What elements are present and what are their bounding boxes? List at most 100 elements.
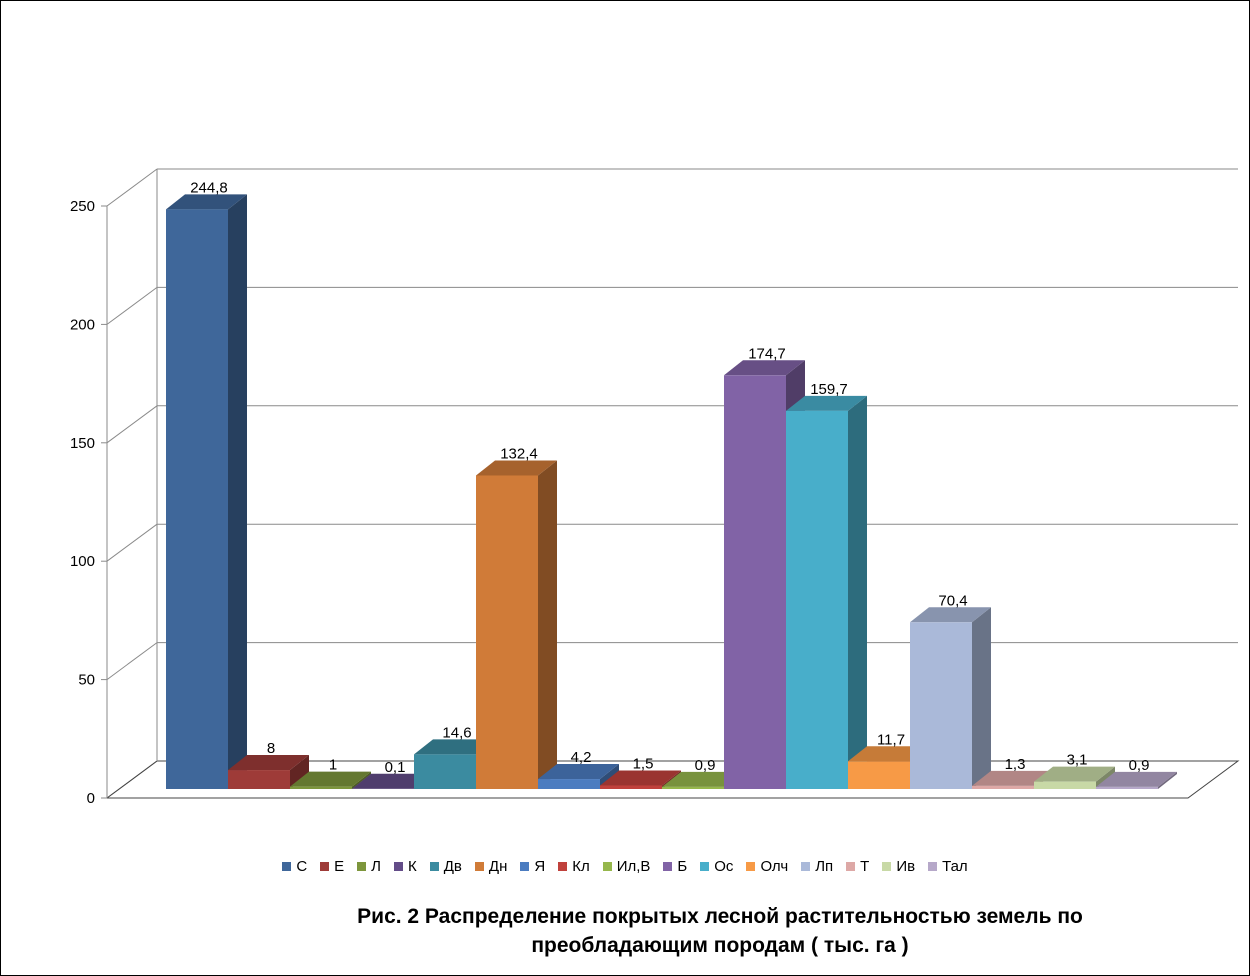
data-label-Олч: 11,7 <box>877 731 905 748</box>
legend-item-Дв: Дв <box>429 858 462 875</box>
legend-label: Б <box>677 858 688 875</box>
bar-top <box>662 771 743 787</box>
y-tick-label: 0 <box>87 790 95 807</box>
caption-line-1: Рис. 2 Распределение покрытых лесной рас… <box>357 905 1083 928</box>
legend-swatch <box>282 862 292 871</box>
legend-swatch <box>474 862 484 871</box>
bar-top <box>1034 766 1115 782</box>
legend-label: Т <box>860 858 870 875</box>
bar-Е <box>228 755 309 789</box>
legend-label: К <box>408 858 417 875</box>
legend-swatch <box>520 862 530 871</box>
bar-top <box>352 773 433 789</box>
y-tick-label: 100 <box>70 553 95 570</box>
legend-swatch <box>746 862 756 871</box>
bar-side <box>290 755 309 789</box>
legend-item-С: С <box>282 858 307 875</box>
data-label-Б: 174,7 <box>748 345 786 362</box>
legend-label: Ос <box>714 858 734 875</box>
data-label-Тал: 0,9 <box>1129 757 1150 774</box>
legend-item-Е: Е <box>320 858 344 875</box>
legend-label: Дв <box>443 858 462 875</box>
bar-front <box>476 475 538 789</box>
bar-top <box>600 770 681 786</box>
bar-Тал <box>1096 771 1177 789</box>
legend-item-Ив: Ив <box>882 858 915 875</box>
data-label-Дн: 132,4 <box>500 445 538 462</box>
side-wall-line <box>106 642 158 681</box>
legend-swatch <box>394 862 404 871</box>
legend-item-Ил,В: Ил,В <box>602 858 650 875</box>
data-label-Я: 4,2 <box>571 749 592 766</box>
bar-front <box>724 375 786 789</box>
bar-front <box>786 410 848 789</box>
legend-swatch <box>700 862 710 871</box>
bar-top <box>476 460 557 476</box>
bar-top <box>290 771 371 787</box>
caption-line-2: преобладающим породам ( тыс. га ) <box>531 934 909 957</box>
legend-swatch <box>801 862 811 871</box>
chart-caption: Рис. 2 Распределение покрытых лесной рас… <box>190 902 1250 960</box>
legend-swatch <box>429 862 439 871</box>
bars <box>166 194 1177 789</box>
data-label-Кл: 1,5 <box>633 755 654 772</box>
data-label-Л: 1 <box>329 757 337 774</box>
bar-front <box>600 785 662 789</box>
side-wall-line <box>106 168 158 207</box>
data-label-Е: 8 <box>267 740 275 757</box>
legend-label: Дн <box>488 858 508 875</box>
legend-swatch <box>357 862 367 871</box>
data-label-Дв: 14,6 <box>442 724 471 741</box>
legend-label: Е <box>334 858 345 875</box>
bar-top <box>1096 771 1177 787</box>
data-label-Лп: 70,4 <box>938 592 967 609</box>
gridlines <box>105 168 1240 799</box>
legend-item-К: К <box>394 858 417 875</box>
y-tick-label: 200 <box>70 316 95 333</box>
bar-chart: 0 50 100 150 200 250 244,8 8 1 0,1 14,6 132,4 4,2 1,… <box>70 168 1240 807</box>
bar-side <box>848 395 867 789</box>
bar-side <box>538 460 557 789</box>
bar-top <box>724 360 805 376</box>
legend-label: С <box>296 858 308 875</box>
bar-top <box>848 746 929 762</box>
side-wall-line <box>106 523 158 562</box>
data-label-К: 0,1 <box>385 759 406 776</box>
legend-swatch <box>882 862 892 871</box>
legend-swatch <box>602 862 612 871</box>
legend-item-Тал: Тал <box>928 858 968 875</box>
legend-swatch <box>663 862 673 871</box>
legend-swatch <box>558 862 568 871</box>
side-wall-line <box>106 286 158 325</box>
legend-item-Л: Л <box>357 858 381 875</box>
legend-item-Олч: Олч <box>746 858 788 875</box>
bar-top <box>538 764 619 780</box>
data-label-Ив: 3,1 <box>1067 752 1088 769</box>
bar-front <box>1096 786 1158 789</box>
legend-label: Кл <box>572 858 590 875</box>
legend: С Е Л К Дв Дн Я Кл Ил,В Б Ос Олч Лп Т Ив Тал <box>0 858 1250 875</box>
legend-label: Я <box>534 858 546 875</box>
legend-item-Ос: Ос <box>700 858 733 875</box>
bar-top <box>910 607 991 623</box>
bar-top <box>786 395 867 411</box>
bar-front <box>538 779 600 789</box>
legend-label: Лп <box>815 858 834 875</box>
data-labels: 244,8 8 1 0,1 14,6 132,4 4,2 1,5 0,9 174,7 159,7 11… <box>190 179 1149 775</box>
bar-front <box>166 209 228 789</box>
data-label-С: 244,8 <box>190 179 228 196</box>
y-axis: 0 50 100 150 200 250 <box>70 169 158 807</box>
side-wall-line <box>106 405 158 444</box>
bar-Лп <box>910 607 991 789</box>
y-tick-label: 50 <box>78 672 95 689</box>
bar-top <box>414 739 495 755</box>
bar-front <box>290 786 352 789</box>
bar-side <box>352 771 371 789</box>
y-tick-label: 250 <box>70 198 95 215</box>
legend-item-Дн: Дн <box>474 858 508 875</box>
bar-top <box>228 755 309 771</box>
legend-item-Кл: Кл <box>558 858 590 875</box>
legend-label: Тал <box>942 858 968 875</box>
bar-front <box>228 770 290 789</box>
legend-item-Я: Я <box>520 858 545 875</box>
